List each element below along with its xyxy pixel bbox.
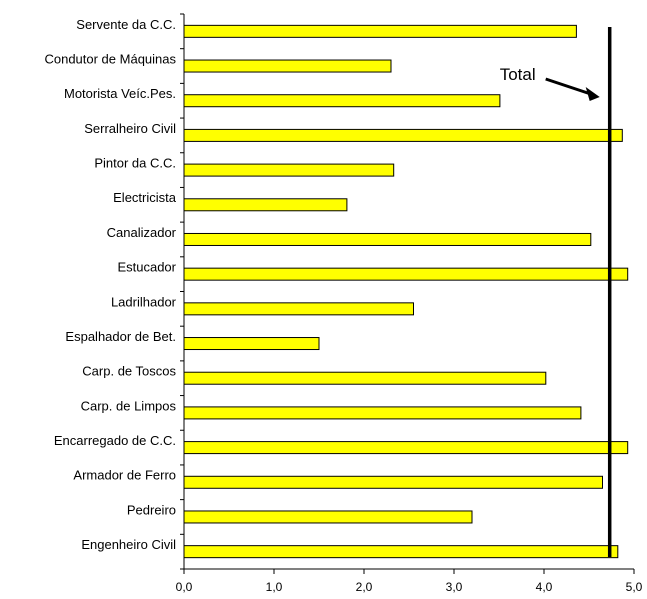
category-label: Serralheiro Civil xyxy=(84,121,176,136)
bar xyxy=(183,545,619,559)
category-label: Espalhador de Bet. xyxy=(65,329,176,344)
bar xyxy=(183,337,320,351)
bar xyxy=(183,406,582,420)
category-label: Encarregado de C.C. xyxy=(54,433,176,448)
category-label: Condutor de Máquinas xyxy=(44,51,176,66)
category-label: Estucador xyxy=(117,260,176,275)
x-tick-label: 5,0 xyxy=(626,580,643,594)
category-label: Ladrilhador xyxy=(111,294,177,309)
x-tick-label: 0,0 xyxy=(176,580,193,594)
total-label: Total xyxy=(500,65,536,84)
category-label: Pedreiro xyxy=(127,502,176,517)
bar xyxy=(183,475,603,489)
bar xyxy=(183,371,547,385)
category-label: Engenheiro Civil xyxy=(81,537,176,552)
x-tick-label: 2,0 xyxy=(356,580,373,594)
bar xyxy=(183,267,629,281)
reference-layer: Total xyxy=(500,27,612,557)
bar xyxy=(183,232,592,246)
category-label: Servente da C.C. xyxy=(76,17,176,32)
total-arrow-head xyxy=(585,87,600,101)
bar xyxy=(183,163,395,177)
category-label: Armador de Ferro xyxy=(73,468,176,483)
x-tick-label: 4,0 xyxy=(536,580,553,594)
labels-layer: Servente da C.C. Condutor de Máquinas Moto… xyxy=(44,17,642,594)
axis-layer xyxy=(180,13,635,574)
bar xyxy=(183,128,623,142)
bar xyxy=(183,24,577,38)
category-label: Electricista xyxy=(113,190,177,205)
bar xyxy=(183,59,392,73)
x-tick-label: 1,0 xyxy=(266,580,283,594)
bar xyxy=(183,94,501,108)
total-arrow-shaft xyxy=(545,77,595,97)
category-label: Motorista Veíc.Pes. xyxy=(64,86,176,101)
bar xyxy=(183,302,414,316)
bar xyxy=(183,441,629,455)
x-tick-label: 3,0 xyxy=(446,580,463,594)
category-label: Pintor da C.C. xyxy=(94,156,176,171)
bars-layer xyxy=(183,24,629,559)
bar xyxy=(183,510,473,524)
category-label: Canalizador xyxy=(107,225,177,240)
category-label: Carp. de Toscos xyxy=(82,364,176,379)
bar xyxy=(183,198,348,212)
category-label: Carp. de Limpos xyxy=(81,398,177,413)
